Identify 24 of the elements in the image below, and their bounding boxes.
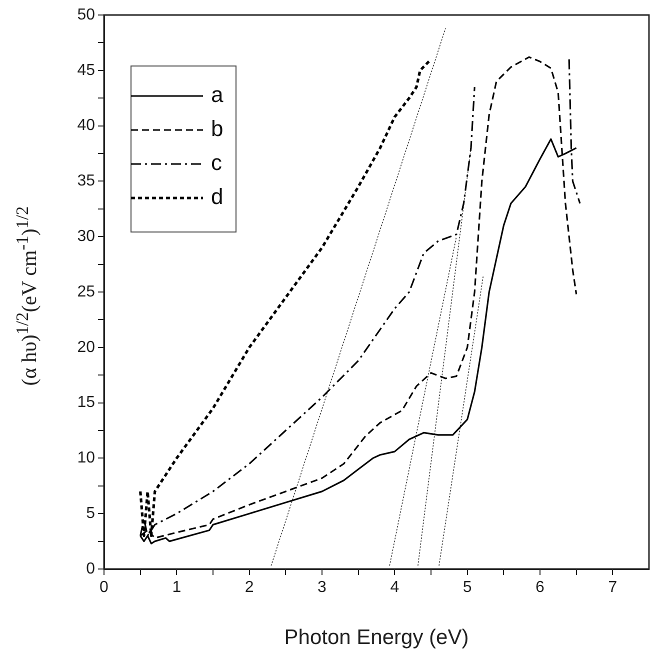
y-tick-label: 25 [77, 283, 96, 300]
x-tick-label: 7 [608, 579, 618, 596]
y-tick-label: 0 [86, 560, 96, 578]
y-tick-label: 35 [77, 172, 96, 190]
legend-label: b [211, 116, 224, 142]
legend-label: d [211, 184, 224, 210]
x-tick-label: 2 [244, 579, 254, 596]
y-tick-label: 15 [77, 394, 96, 412]
y-tick-label: 10 [77, 450, 96, 467]
y-tick-label: 5 [86, 505, 96, 522]
y-tick-label: 40 [77, 117, 96, 134]
y-tick-label: 45 [77, 62, 96, 79]
y-tick-label: 30 [77, 228, 96, 246]
y-tick-label: 50 [77, 6, 96, 24]
x-tick-label: 4 [390, 579, 400, 596]
legend-label: a [211, 82, 224, 108]
x-tick-label: 6 [536, 579, 545, 596]
x-tick-label: 3 [318, 579, 327, 596]
y-tick-label: 20 [77, 338, 96, 356]
x-tick-label: 0 [100, 579, 109, 596]
x-axis-title: Photon Energy (eV) [284, 626, 469, 650]
legend-label: c [211, 150, 222, 176]
x-tick-label: 1 [172, 579, 182, 596]
x-tick-label: 5 [462, 579, 472, 596]
